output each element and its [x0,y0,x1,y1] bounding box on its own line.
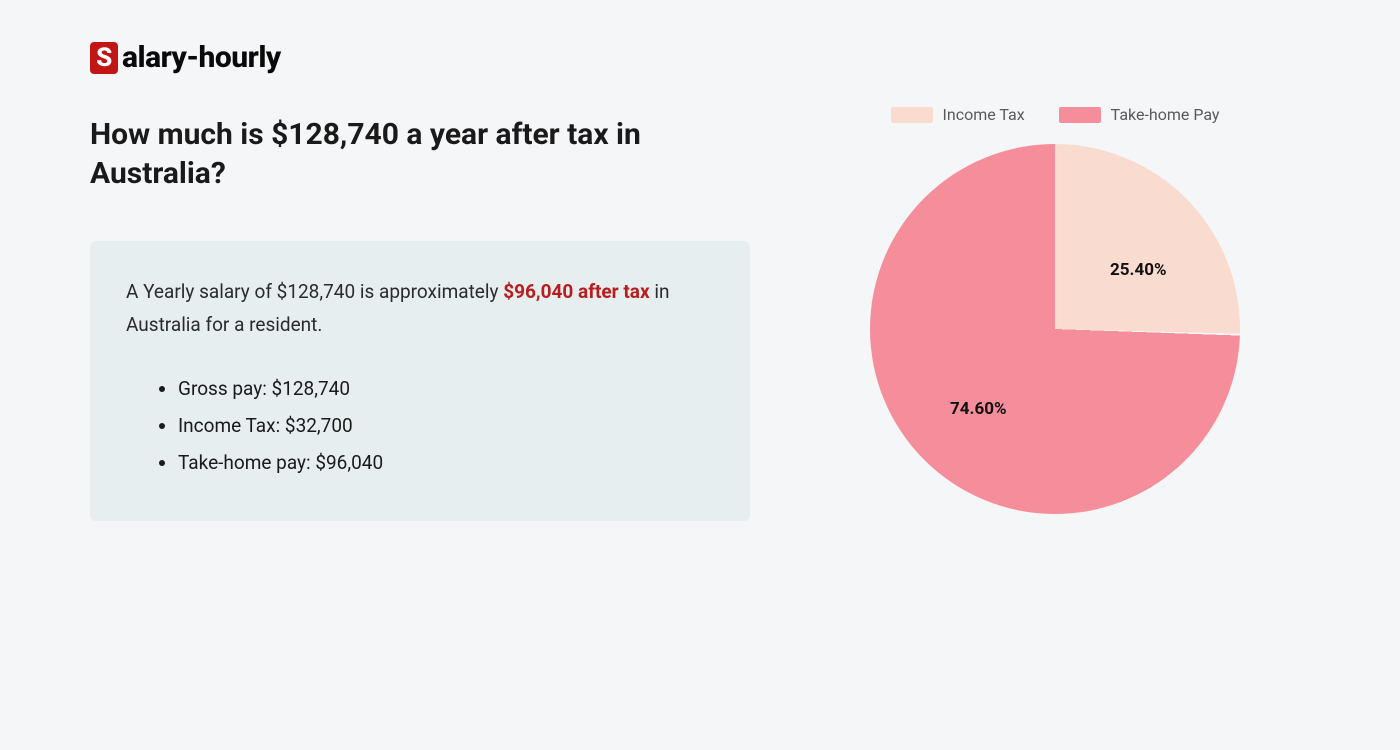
legend-item-income-tax: Income Tax [891,105,1025,124]
content-row: How much is $128,740 a year after tax in… [90,115,1310,521]
logo-text: alary-hourly [122,40,281,75]
chart-legend: Income Tax Take-home Pay [891,105,1220,124]
legend-label: Income Tax [943,105,1025,124]
page-root: S alary-hourly How much is $128,740 a ye… [0,0,1400,561]
pie-chart: 25.40% 74.60% [870,144,1240,514]
legend-swatch [1059,107,1101,123]
slice-label-income-tax: 25.40% [1110,260,1167,280]
list-item: Income Tax: $32,700 [178,407,714,444]
legend-swatch [891,107,933,123]
slice-label-take-home: 74.60% [950,399,1007,419]
list-item: Gross pay: $128,740 [178,370,714,407]
site-logo: S alary-hourly [90,40,1310,75]
breakdown-list: Gross pay: $128,740 Income Tax: $32,700 … [126,370,714,481]
legend-label: Take-home Pay [1111,105,1220,124]
list-item: Take-home pay: $96,040 [178,444,714,481]
summary-highlight: $96,040 after tax [503,280,649,303]
logo-badge: S [90,42,118,74]
summary-prefix: A Yearly salary of $128,740 is approxima… [126,280,503,303]
legend-item-take-home: Take-home Pay [1059,105,1220,124]
chart-column: Income Tax Take-home Pay 25.40% 74.60% [840,105,1270,514]
pie-disc [870,144,1240,514]
page-title: How much is $128,740 a year after tax in… [90,115,750,193]
left-column: How much is $128,740 a year after tax in… [90,115,750,521]
summary-infobox: A Yearly salary of $128,740 is approxima… [90,241,750,521]
summary-text: A Yearly salary of $128,740 is approxima… [126,275,714,342]
